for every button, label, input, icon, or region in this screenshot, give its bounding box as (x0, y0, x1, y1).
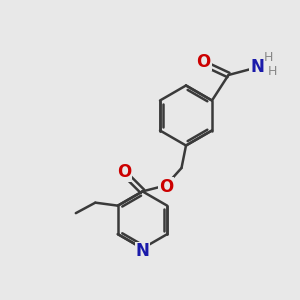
Text: H: H (264, 51, 273, 64)
Text: H: H (268, 65, 277, 78)
Text: N: N (250, 58, 264, 76)
Text: O: O (159, 178, 173, 196)
Text: O: O (117, 163, 132, 181)
Text: N: N (136, 242, 149, 260)
Text: O: O (196, 52, 211, 70)
